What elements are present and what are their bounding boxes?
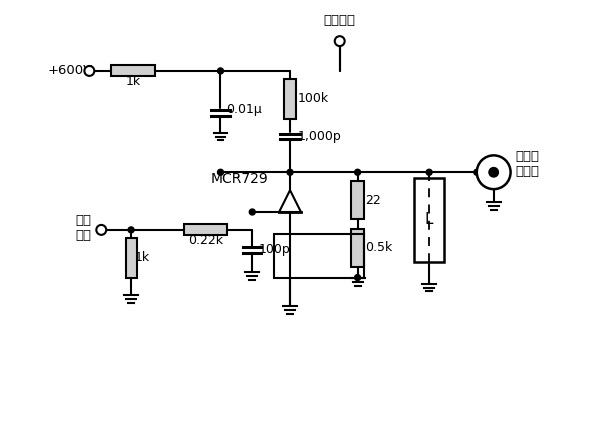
Circle shape [250,209,255,215]
Circle shape [489,167,499,177]
Text: 1k: 1k [135,251,150,264]
Circle shape [426,169,432,175]
Circle shape [218,169,224,175]
Text: 1,000p: 1,000p [298,130,342,143]
Text: 1k: 1k [126,75,140,88]
Bar [274,234,363,278]
Circle shape [287,169,293,175]
Text: 超声波
传感器: 超声波 传感器 [516,150,539,178]
Circle shape [218,68,224,74]
Text: L: L [425,212,434,227]
Bar [183,224,227,235]
Text: 0.22k: 0.22k [188,234,223,247]
Text: 0.5k: 0.5k [366,241,393,254]
Text: 100k: 100k [298,92,329,105]
Bar [111,65,155,76]
Circle shape [84,66,94,76]
Text: MCR729: MCR729 [211,172,268,186]
Circle shape [477,156,510,189]
Text: +600V: +600V [48,65,93,77]
Bar [126,238,136,278]
Text: 0.01μ: 0.01μ [227,103,262,116]
Circle shape [128,227,134,233]
Circle shape [355,169,360,175]
Circle shape [335,36,345,46]
Bar [284,79,297,119]
Bar [414,178,444,262]
Text: 22: 22 [366,193,381,207]
Circle shape [96,225,106,235]
Text: 100p: 100p [258,243,290,256]
Bar [351,181,364,219]
Circle shape [474,169,480,175]
Bar [351,229,364,266]
Text: 触发
脉冲: 触发 脉冲 [76,214,91,242]
Circle shape [355,275,360,280]
Text: 受信电路: 受信电路 [324,14,356,27]
